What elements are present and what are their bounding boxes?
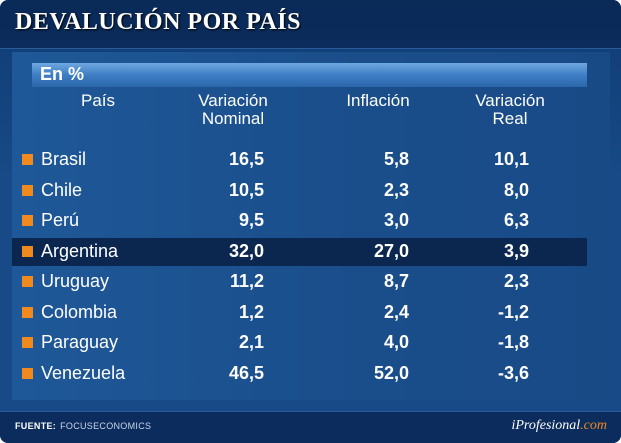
- table-row: Argentina 32,0 27,0 3,9: [12, 237, 587, 266]
- cell-nominal: 9,5: [238, 210, 264, 230]
- table-row: Uruguay 11,2 8,7 2,3: [12, 268, 587, 296]
- cell-nominal: 2,1: [238, 332, 264, 352]
- chart-title: DEVALUCIÓN POR PAÍS: [15, 9, 301, 35]
- footer: FUENTE: FOCUSECONOMICS iProfesional.com: [0, 411, 621, 443]
- source-note: FUENTE: FOCUSECONOMICS: [15, 421, 151, 431]
- row-bullet-icon: [22, 245, 33, 257]
- cell-inflation: 2,4: [383, 301, 409, 322]
- row-bullet-icon: [22, 367, 33, 379]
- source-value: FOCUSECONOMICS: [60, 421, 152, 431]
- cell-inflation: 4,0: [383, 332, 409, 352]
- unit-bar: [32, 63, 587, 87]
- cell-nominal: 10,5: [228, 179, 264, 200]
- column-header-real: Variación Real: [455, 92, 565, 128]
- brand-logo: iProfesional.com: [511, 418, 607, 434]
- cell-nominal: 1,2: [238, 301, 264, 322]
- cell-real: -3,6: [497, 362, 529, 383]
- row-bullet-icon: [22, 276, 33, 287]
- table-row: Brasil 16,5 5,8 10,1: [12, 146, 587, 174]
- cell-country: Brasil: [41, 149, 87, 169]
- cell-country: Colombia: [41, 301, 118, 322]
- cell-inflation: 27,0: [373, 240, 409, 261]
- row-bullet-icon: [22, 306, 33, 318]
- cell-inflation: 52,0: [373, 362, 409, 383]
- table-row: Paraguay 2,1 4,0 -1,8: [12, 329, 587, 357]
- brand-name: iProfesional: [511, 418, 581, 433]
- cell-country: Chile: [41, 179, 83, 200]
- cell-real: -1,2: [497, 301, 529, 322]
- row-bullet-icon: [22, 215, 33, 226]
- table-row: Chile 10,5 2,3 8,0: [12, 177, 587, 205]
- cell-inflation: 8,7: [383, 271, 409, 291]
- source-label: FUENTE:: [15, 421, 57, 431]
- column-header-nominal: Variación Nominal: [178, 92, 288, 128]
- row-bullet-icon: [22, 337, 33, 348]
- column-header-nominal-line-2: Nominal: [201, 109, 265, 128]
- cell-inflation: 5,8: [383, 149, 409, 169]
- cell-country: Perú: [41, 210, 80, 230]
- brand-suffix: .com: [580, 418, 607, 433]
- column-header-country-line-1: País: [80, 91, 116, 110]
- column-header-inflation: Inflación: [328, 92, 428, 110]
- cell-inflation: 2,3: [383, 179, 409, 200]
- cell-real: 6,3: [503, 210, 529, 230]
- unit-label: En %: [40, 64, 85, 84]
- cell-real: 10,1: [493, 149, 529, 169]
- column-header-inflation-line-1: Inflación: [346, 91, 410, 110]
- cell-country: Argentina: [41, 240, 119, 261]
- cell-country: Uruguay: [41, 271, 110, 291]
- column-header-country: País: [58, 92, 138, 110]
- column-header-real-line-2: Real: [492, 109, 528, 128]
- column-header-nominal-line-1: Variación: [198, 91, 268, 110]
- cell-nominal: 16,5: [228, 149, 264, 169]
- table-panel: [12, 52, 610, 400]
- table-row: Venezuela 46,5 52,0 -3,6: [12, 360, 587, 388]
- row-bullet-icon: [22, 184, 33, 196]
- column-header-real-line-1: Variación: [475, 91, 545, 110]
- table-row: Colombia 1,2 2,4 -1,2: [12, 299, 587, 327]
- cell-country: Paraguay: [41, 332, 119, 352]
- cell-real: 3,9: [503, 240, 529, 261]
- cell-real: 2,3: [503, 271, 529, 291]
- header: DEVALUCIÓN POR PAÍS: [0, 0, 621, 49]
- cell-real: 8,0: [503, 179, 529, 200]
- cell-inflation: 3,0: [383, 210, 409, 230]
- cell-nominal: 32,0: [228, 240, 264, 261]
- table-row: Perú 9,5 3,0 6,3: [12, 207, 587, 235]
- row-bullet-icon: [22, 154, 33, 165]
- cell-nominal: 46,5: [228, 362, 264, 383]
- cell-country: Venezuela: [41, 362, 126, 383]
- cell-real: -1,8: [497, 332, 529, 352]
- cell-nominal: 11,2: [229, 271, 264, 291]
